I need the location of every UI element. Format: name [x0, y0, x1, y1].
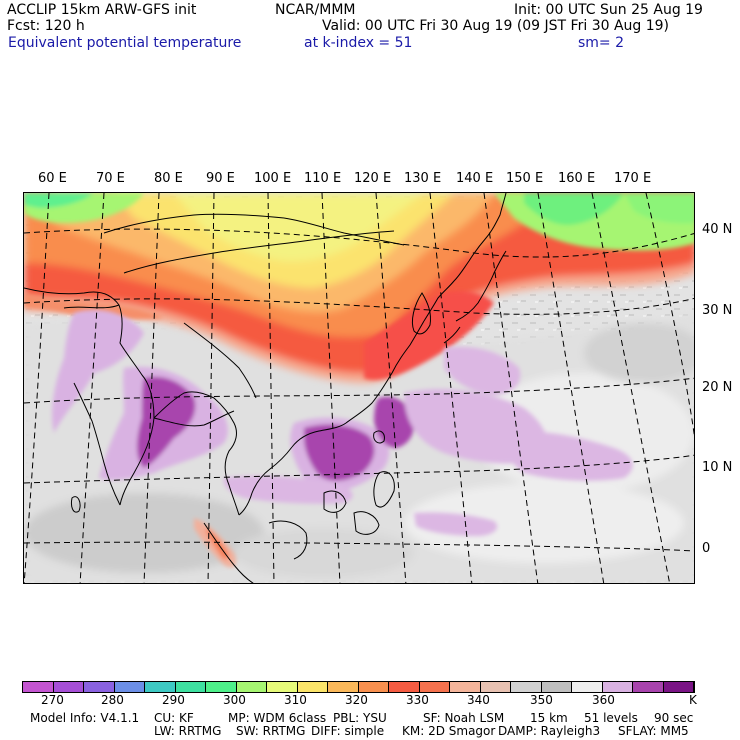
- colorbar-swatch: [572, 682, 603, 692]
- colorbar-swatch: [267, 682, 298, 692]
- colorbar-tick-label: 290: [162, 693, 185, 707]
- footer-lw: LW: RRTMG: [154, 724, 222, 738]
- colorbar-swatch: [541, 682, 572, 692]
- lon-label: 90 E: [206, 171, 235, 186]
- field-name: Equivalent potential temperature: [8, 35, 242, 51]
- footer-cu: CU: KF: [154, 711, 194, 725]
- footer-sf: SF: Noah LSM: [423, 711, 505, 725]
- colorbar-tick-label: 280: [101, 693, 124, 707]
- lat-label: 30 N: [702, 303, 733, 318]
- lon-label: 110 E: [304, 171, 342, 186]
- footer-damp: DAMP: Rayleigh3: [498, 724, 601, 738]
- footer-km: KM: 2D Smagor: [402, 724, 496, 738]
- lon-label: 60 E: [38, 171, 67, 186]
- level-label: at k-index = 51: [304, 35, 413, 51]
- lat-label: 0: [702, 541, 711, 556]
- footer-pbl: PBL: YSU: [333, 711, 387, 725]
- colorbar-swatch: [450, 682, 481, 692]
- colorbar-swatch: [328, 682, 359, 692]
- colorbar-swatch: [633, 682, 664, 692]
- colorbar-swatch: [663, 682, 694, 692]
- colorbar-swatch: [511, 682, 542, 692]
- valid-time: Valid: 00 UTC Fri 30 Aug 19 (09 JST Fri …: [322, 18, 670, 34]
- init-time: Init: 00 UTC Sun 25 Aug 19: [514, 2, 703, 18]
- lon-label: 160 E: [558, 171, 596, 186]
- colorbar-tick-label: 340: [467, 693, 490, 707]
- lon-label: 100 E: [254, 171, 292, 186]
- colorbar-swatch: [480, 682, 511, 692]
- colorbar-tick-label: 360: [592, 693, 615, 707]
- lon-label: 130 E: [404, 171, 442, 186]
- colorbar-swatch: [236, 682, 267, 692]
- colorbar-swatch: [297, 682, 328, 692]
- forecast-hour: Fcst: 120 h: [7, 18, 85, 34]
- lon-label: 170 E: [614, 171, 652, 186]
- colorbar-swatch: [175, 682, 206, 692]
- smoothing-label: sm= 2: [578, 35, 625, 51]
- theta-e-field: [24, 193, 694, 583]
- colorbar-swatch: [419, 682, 450, 692]
- colorbar-swatch: [602, 682, 633, 692]
- colorbar-swatch: [145, 682, 176, 692]
- lat-label: 20 N: [702, 380, 733, 395]
- lat-label: 10 N: [702, 460, 733, 475]
- model-title: ACCLIP 15km ARW-GFS init: [7, 2, 197, 18]
- footer-model-info: Model Info: V4.1.1: [30, 711, 140, 725]
- colorbar-swatch: [84, 682, 115, 692]
- colorbar-swatch: [23, 682, 54, 692]
- center-label: NCAR/MMM: [275, 2, 356, 18]
- colorbar-tick-label: 330: [406, 693, 429, 707]
- colorbar-tick-label: 320: [345, 693, 368, 707]
- colorbar: [22, 681, 695, 693]
- graticule: [24, 193, 694, 583]
- lat-label: 40 N: [702, 222, 733, 237]
- footer-sflay: SFLAY: MM5: [618, 724, 689, 738]
- colorbar-tick-label: 310: [284, 693, 307, 707]
- lon-label: 140 E: [456, 171, 494, 186]
- coastlines: [24, 193, 507, 583]
- footer-diff: DIFF: simple: [311, 724, 385, 738]
- footer-resolution: 15 km: [530, 711, 568, 725]
- colorbar-tick-label: 350: [530, 693, 553, 707]
- colorbar-unit: K: [689, 693, 697, 707]
- lon-label: 150 E: [506, 171, 544, 186]
- colorbar-tick-label: 300: [223, 693, 246, 707]
- colorbar-swatch: [389, 682, 420, 692]
- footer-sw: SW: RRTMG: [236, 724, 306, 738]
- map-plot-area: [23, 192, 695, 584]
- colorbar-swatch: [114, 682, 145, 692]
- colorbar-swatch: [206, 682, 237, 692]
- lon-label: 120 E: [354, 171, 392, 186]
- colorbar-swatch: [358, 682, 389, 692]
- colorbar-tick-label: 270: [41, 693, 64, 707]
- footer-mp: MP: WDM 6class: [228, 711, 327, 725]
- footer-levels: 51 levels: [584, 711, 638, 725]
- lon-label: 80 E: [154, 171, 183, 186]
- colorbar-swatch: [53, 682, 84, 692]
- lon-label: 70 E: [96, 171, 125, 186]
- footer-timestep: 90 sec: [654, 711, 694, 725]
